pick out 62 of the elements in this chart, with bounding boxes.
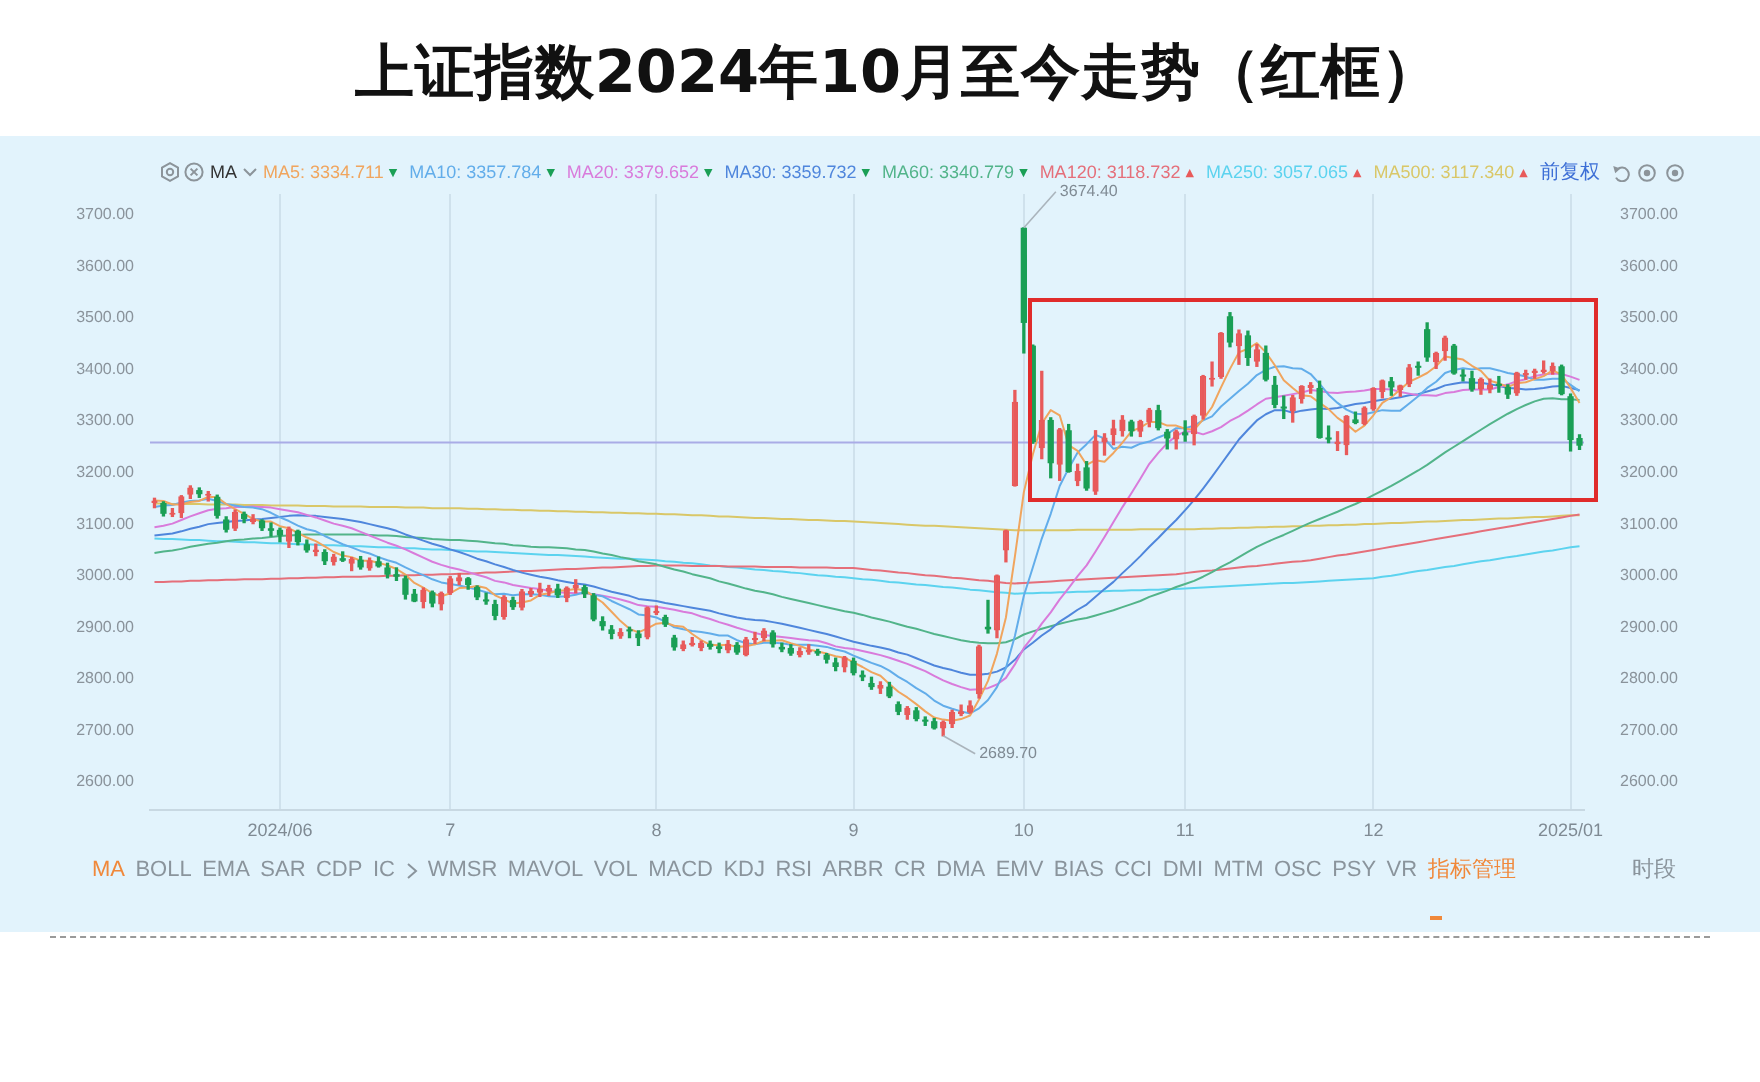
x-tick-label: 9	[848, 820, 859, 841]
text: EMV	[995, 858, 1044, 884]
y-tick-label: 3400.00	[76, 359, 136, 378]
text: IC	[372, 858, 395, 884]
text: PSY	[1332, 858, 1377, 884]
y2-tick-label: 2900.00	[1620, 617, 1679, 636]
text: BOLL	[135, 858, 192, 884]
text: MA	[210, 162, 237, 182]
chart-title: 上证指数2024年10月至今走势（红框）	[352, 36, 1444, 110]
y-tick-label: 3500.00	[76, 308, 136, 327]
y-tick-label: 2600.00	[76, 772, 136, 791]
y2-tick-label: 3200.00	[1620, 462, 1679, 481]
y2-tick-label: 3400.00	[1620, 359, 1679, 378]
y-tick-label: 3000.00	[76, 566, 136, 585]
y2-tick-label: 3700.00	[1620, 205, 1679, 224]
text: KDJ	[723, 858, 765, 884]
text: VOL	[593, 858, 638, 884]
text: MAVOL	[507, 858, 584, 884]
text: ARBR	[822, 858, 884, 884]
text: VR	[1386, 858, 1418, 884]
annotation: 3674.40	[1059, 182, 1119, 201]
y2-tick-label: 3300.00	[1620, 411, 1679, 430]
text: SAR	[260, 858, 306, 884]
x-tick-label: 2024/06	[247, 820, 313, 841]
y2-tick-label: 2700.00	[1620, 720, 1679, 739]
annotation: 2689.70	[979, 744, 1039, 763]
text: CCI	[1114, 858, 1153, 884]
y2-tick-label: 2600.00	[1620, 772, 1679, 791]
x-tick-label: 2025/01	[1538, 820, 1604, 841]
y-tick-label: 2700.00	[76, 720, 136, 739]
text: MTM	[1213, 858, 1264, 884]
text: MACD	[648, 858, 713, 884]
x-tick-label: 7	[445, 820, 456, 841]
text: 前复权	[1539, 159, 1600, 186]
y-tick-label: 3300.00	[76, 411, 136, 430]
y2-tick-label: 2800.00	[1620, 669, 1679, 688]
x-tick-label: 11	[1175, 820, 1195, 841]
x-tick-label: 8	[651, 820, 662, 841]
y-tick-label: 3700.00	[76, 205, 136, 224]
text: BIAS	[1053, 858, 1104, 884]
text: OSC	[1274, 858, 1322, 884]
y-tick-label: 3100.00	[76, 514, 136, 533]
y-tick-label: 3200.00	[76, 462, 136, 481]
y2-tick-label: 3600.00	[1620, 256, 1679, 275]
text: MA	[92, 858, 125, 884]
text: EMA	[202, 858, 250, 884]
text: 时段	[1632, 858, 1676, 884]
text: CR	[894, 858, 926, 884]
text: WMSR	[427, 858, 498, 884]
text: 指标管理	[1427, 858, 1516, 884]
text: DMI	[1162, 858, 1204, 884]
y2-tick-label: 3100.00	[1620, 514, 1679, 533]
text: RSI	[775, 858, 813, 884]
x-tick-label: 12	[1363, 820, 1384, 841]
y2-tick-label: 3500.00	[1620, 308, 1679, 327]
text: CDP	[315, 858, 363, 884]
text: DMA	[936, 858, 986, 884]
y-tick-label: 3600.00	[76, 256, 136, 275]
y-tick-label: 2800.00	[76, 669, 136, 688]
y-tick-label: 2900.00	[76, 617, 136, 636]
y2-tick-label: 3000.00	[1620, 566, 1679, 585]
x-tick-label: 10	[1013, 820, 1034, 841]
